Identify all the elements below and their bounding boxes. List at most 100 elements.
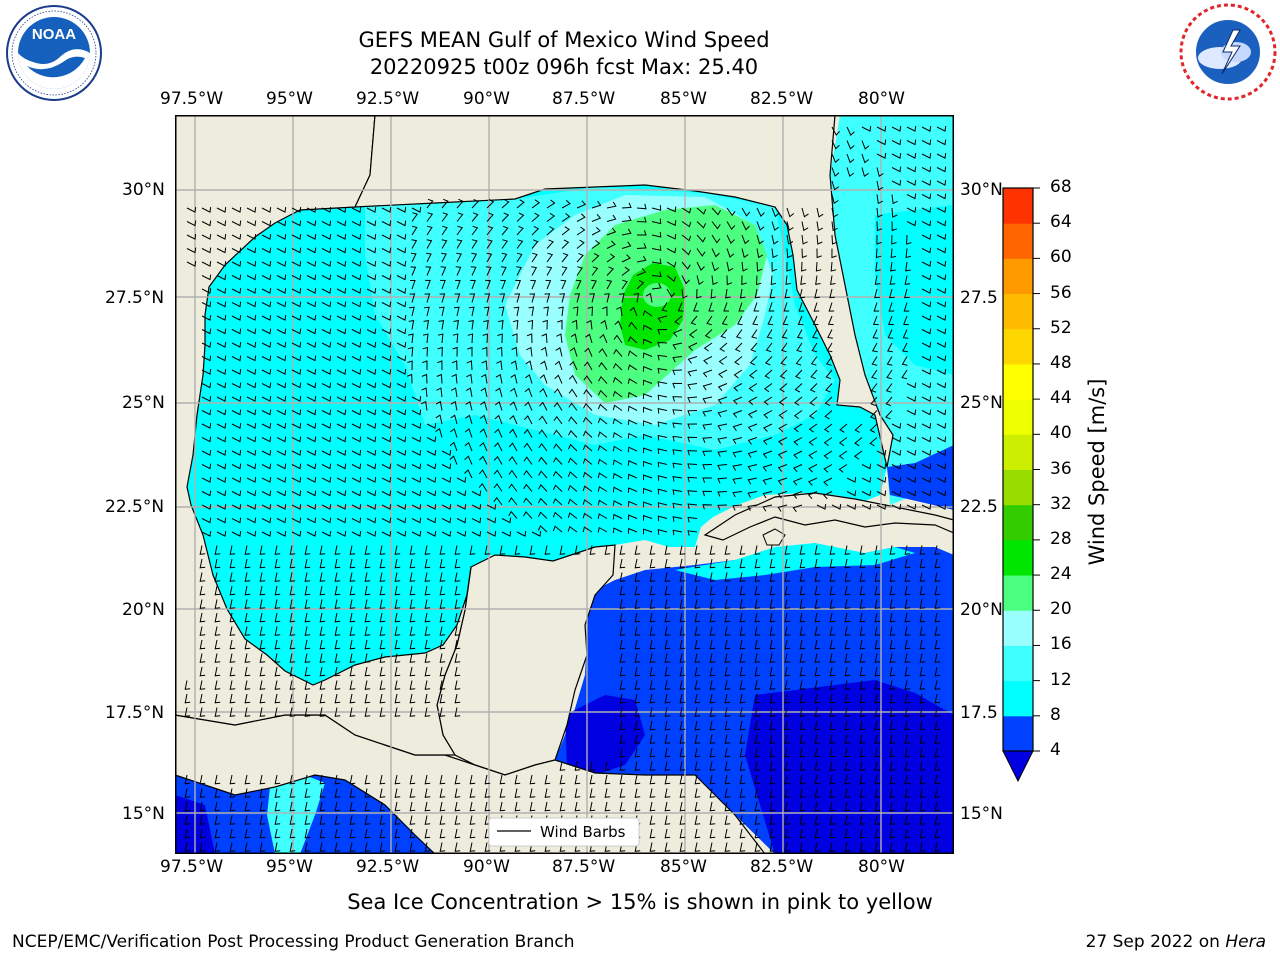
wind-barb [426, 252, 432, 263]
wind-barb [231, 409, 242, 416]
wind-barb [364, 801, 371, 812]
wind-barb [799, 693, 806, 704]
wind-barb [229, 626, 236, 636]
wind-barb [906, 153, 917, 159]
wind-barb [261, 396, 272, 402]
wind-barb [687, 356, 698, 364]
wind-barb [364, 788, 371, 798]
wind-barb [696, 207, 707, 215]
wind-barb [216, 504, 227, 510]
wind-barb [934, 639, 941, 650]
wind-barb [709, 666, 716, 677]
bahamas-water [887, 445, 954, 510]
wind-barb [439, 653, 446, 663]
lon-label: 82.5°W [750, 89, 814, 109]
wind-barb [664, 545, 671, 555]
wind-barb [657, 475, 668, 481]
wind-barb [921, 396, 932, 402]
wind-barb [679, 842, 686, 852]
wind-barb [304, 612, 311, 623]
noaa-logo: NOAA [5, 4, 103, 106]
wind-barb [467, 333, 474, 344]
wind-barb [511, 346, 518, 357]
wind-barb [199, 774, 206, 785]
wind-barb [904, 680, 911, 690]
wind-barb [568, 374, 578, 384]
wind-barb [889, 788, 896, 798]
wind-barb [319, 558, 326, 569]
wind-barb [319, 680, 326, 690]
wind-barb [214, 842, 221, 852]
wind-barb [261, 355, 272, 362]
wind-barb [919, 639, 926, 650]
wind-barb [814, 693, 821, 704]
wind-barb [859, 788, 866, 798]
colorbar-segment [1003, 504, 1033, 541]
wind-barb [777, 450, 788, 459]
wind-barb [381, 315, 392, 321]
wind-barb [421, 373, 428, 384]
wind-barb [553, 415, 563, 425]
wind-barb [904, 693, 911, 704]
wind-barb [229, 842, 236, 852]
wind-barb [649, 626, 656, 636]
wind-barb [567, 457, 578, 465]
wind-barb [934, 734, 941, 744]
wind-barb [199, 693, 206, 704]
wind-barb [921, 450, 932, 456]
wind-barb [725, 288, 731, 299]
footer-date: 27 Sep 2022 on Hera [1086, 932, 1266, 952]
wind-barb [246, 490, 257, 497]
wind-barb [711, 261, 719, 272]
wind-barb [696, 275, 704, 285]
wind-barb [349, 599, 356, 609]
wind-barb [485, 266, 492, 276]
wind-barb [394, 572, 401, 582]
wind-barb [777, 504, 788, 512]
wind-barb [709, 734, 716, 744]
wind-barb [747, 423, 758, 432]
wind-barb [627, 391, 638, 398]
wind-barb [599, 333, 608, 344]
wind-barb [874, 680, 881, 690]
wind-barb [515, 279, 522, 290]
wind-barb [679, 545, 686, 555]
wind-barb [525, 360, 533, 371]
wind-barb [936, 315, 947, 321]
wind-barb [454, 572, 461, 582]
wind-barb [919, 626, 926, 636]
wind-barb [889, 288, 895, 299]
wind-barb [529, 774, 536, 785]
wind-barb [694, 585, 701, 596]
wind-barb [411, 517, 422, 524]
wind-barb [379, 680, 386, 690]
wind-barb [261, 315, 272, 321]
wind-barb [628, 321, 638, 330]
wind-barb [349, 788, 356, 798]
wind-barb [904, 288, 910, 299]
wind-barb [799, 774, 806, 785]
wind-barb [454, 599, 461, 609]
wind-barb [441, 463, 452, 470]
wind-barb [769, 788, 776, 798]
wind-barb [493, 483, 503, 492]
tehuantepec-jet [267, 775, 325, 854]
wind-barb [739, 585, 746, 596]
wind-barb [201, 328, 212, 335]
wind-barb [513, 306, 520, 317]
wind-barb [424, 545, 431, 555]
wind-barb [426, 212, 434, 222]
wind-barb [709, 707, 716, 717]
wind-barb [351, 463, 362, 470]
wind-barb [321, 517, 332, 524]
wind-barb [859, 734, 866, 744]
wind-barb [747, 410, 758, 419]
wind-barb [261, 409, 272, 416]
wind-barb [874, 558, 881, 569]
wind-barb [261, 342, 272, 348]
wind-barb [438, 319, 445, 330]
wind-barb [597, 444, 608, 452]
wind-barb [636, 255, 647, 263]
wind-barb [364, 666, 371, 677]
wind-barb [456, 531, 467, 537]
